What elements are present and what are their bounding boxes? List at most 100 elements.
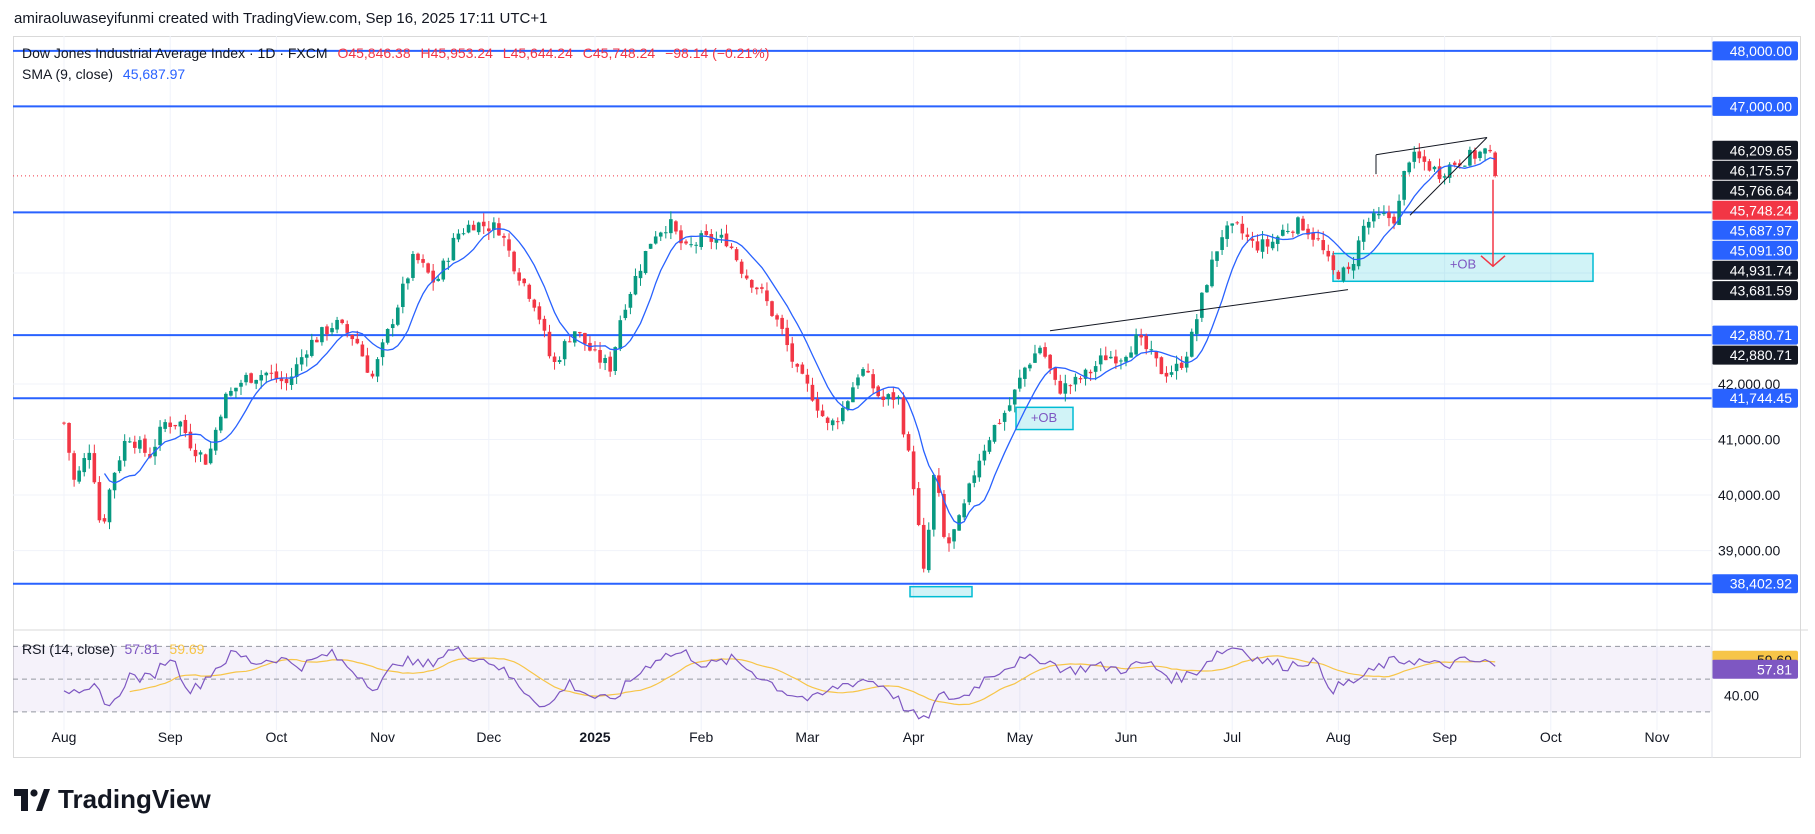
- x-axis-tick-label: Oct: [1540, 729, 1562, 745]
- candle-body: [138, 440, 142, 449]
- candle-body: [476, 222, 481, 233]
- candle-body: [1478, 151, 1482, 159]
- candle-body: [1058, 380, 1063, 394]
- candle-body: [269, 372, 274, 374]
- candle-body: [1205, 285, 1209, 293]
- candle-body: [426, 263, 430, 273]
- candle-body: [1377, 213, 1381, 216]
- price-axis-label: 48,000.00: [1730, 43, 1792, 59]
- candle-body: [1356, 240, 1361, 267]
- candle-body: [1291, 231, 1295, 233]
- x-axis-tick-label: Sep: [158, 729, 183, 745]
- candle-body: [689, 244, 693, 246]
- price-axis-label: 44,931.74: [1730, 262, 1792, 278]
- candle-body: [613, 347, 618, 372]
- price-axis-label: 47,000.00: [1730, 98, 1792, 114]
- candle-body: [1189, 331, 1194, 357]
- price-axis-label: 45,687.97: [1730, 222, 1792, 238]
- candle-body: [1397, 200, 1401, 225]
- price-axis-label-box: [1712, 574, 1798, 594]
- tradingview-logo[interactable]: TradingView: [14, 784, 211, 815]
- candle-body: [218, 416, 223, 431]
- candle-body: [1301, 218, 1305, 231]
- candle-body: [1129, 352, 1133, 358]
- candle-body: [72, 453, 76, 480]
- sma-legend: SMA (9, close) 45,687.97: [22, 66, 191, 82]
- candle-body: [224, 393, 228, 419]
- candle-body: [365, 355, 370, 373]
- candle-body: [254, 379, 258, 384]
- price-axis-label: 43,681.59: [1730, 283, 1792, 299]
- candle-body: [416, 253, 420, 261]
- candle-body: [1366, 221, 1371, 228]
- candle-body: [421, 259, 425, 263]
- candle-body: [375, 359, 380, 377]
- candle-body: [143, 438, 147, 453]
- candle-body: [173, 424, 178, 427]
- candle-body: [744, 275, 749, 279]
- candle-body: [739, 261, 744, 274]
- candle-body: [664, 232, 668, 234]
- candle-body: [760, 287, 764, 289]
- candle-body: [1078, 378, 1083, 380]
- candle-body: [395, 307, 400, 325]
- candle-body: [1164, 372, 1169, 377]
- candle-body: [643, 250, 648, 274]
- candle-body: [1296, 217, 1300, 234]
- candle-body: [127, 441, 132, 443]
- candle-body: [1437, 166, 1442, 180]
- y-axis-tick-label: 41,000.00: [1718, 432, 1780, 448]
- price-axis-label-box: [1712, 200, 1798, 220]
- candle-body: [896, 396, 901, 398]
- candle-body: [532, 299, 537, 308]
- candle-body: [1098, 355, 1103, 365]
- candle-body: [886, 394, 891, 400]
- candle-body: [1012, 389, 1017, 405]
- candle-body: [835, 421, 840, 423]
- candle-body: [648, 243, 653, 249]
- candle-body: [694, 244, 698, 246]
- candle-body: [972, 475, 977, 483]
- candle-body: [567, 341, 572, 343]
- candle-body: [1286, 230, 1290, 232]
- candle-body: [765, 290, 769, 302]
- candle-body: [1407, 162, 1411, 173]
- candle-body: [1023, 367, 1027, 379]
- candle-body: [1306, 228, 1310, 235]
- price-axis-label-box: [1712, 160, 1798, 180]
- candle-body: [861, 369, 865, 376]
- candle-body: [1225, 225, 1229, 239]
- candle-body: [785, 327, 789, 346]
- price-axis-label: 45,766.64: [1730, 182, 1792, 198]
- candle-body: [112, 472, 117, 491]
- candle-body: [178, 421, 183, 427]
- candle-body: [320, 327, 324, 343]
- candle-body: [360, 344, 365, 357]
- candle-body: [1200, 292, 1204, 318]
- candle-body: [229, 390, 233, 396]
- candle-body: [249, 373, 253, 383]
- candle-body: [1331, 255, 1336, 271]
- candle-body: [203, 454, 208, 465]
- candle-body: [274, 371, 279, 380]
- candle-body: [446, 260, 451, 262]
- y-axis-tick-label: 42,000.00: [1718, 376, 1780, 392]
- close-value: C45,748.24: [582, 45, 656, 61]
- candle-body: [1372, 213, 1376, 222]
- candle-body: [952, 529, 956, 542]
- candle-body: [1093, 366, 1098, 372]
- candle-body: [997, 422, 1002, 424]
- candle-body: [977, 460, 982, 478]
- candle-body: [350, 334, 355, 340]
- price-axis-label: 45,091.30: [1730, 242, 1792, 258]
- candle-body: [1493, 152, 1497, 176]
- candle-body: [1139, 335, 1143, 338]
- candle-body: [163, 422, 167, 429]
- candle-body: [1088, 371, 1093, 374]
- chart-frame[interactable]: [13, 36, 1801, 758]
- candle-body: [1109, 356, 1113, 359]
- symbol-title: Dow Jones Industrial Average Index · 1D …: [22, 45, 328, 61]
- order-block-zone: [909, 585, 973, 598]
- high-value: H45,953.24: [420, 45, 493, 61]
